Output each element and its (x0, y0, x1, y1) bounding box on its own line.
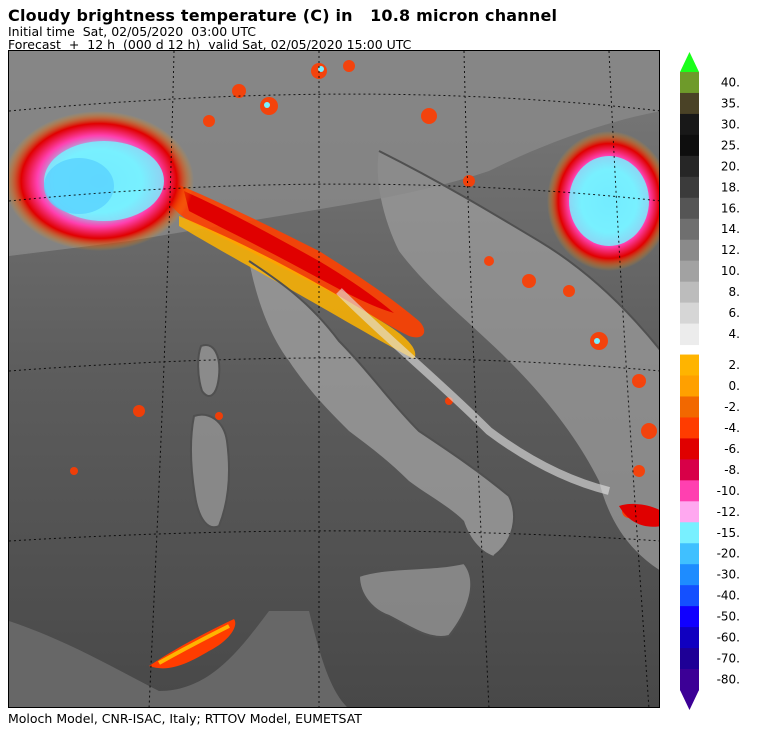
color-legend: 40. 35. 30. 25. 20. 18. 16. 14. 12. 10. 8. 6. 4. 2. 0.… (676, 50, 760, 710)
legend-label: 10. (721, 264, 740, 278)
legend-label: -20. (717, 547, 740, 561)
legend-swatch (680, 564, 699, 586)
legend-swatch (680, 522, 699, 544)
legend-swatch (680, 113, 699, 136)
legend-swatch (680, 396, 699, 418)
legend-label: 35. (721, 96, 740, 110)
cloud-band-halo (179, 216, 416, 359)
legend-label: -4. (724, 421, 740, 435)
graticule (9, 51, 659, 707)
land-corsica (198, 345, 220, 396)
legend-swatch (680, 375, 699, 397)
legend-swatch (680, 72, 699, 94)
legend-swatch (680, 459, 699, 481)
land-africa (9, 611, 348, 707)
legend-label: -6. (724, 442, 740, 456)
model-credit: Moloch Model, CNR-ISAC, Italy; RTTOV Mod… (8, 711, 362, 726)
legend-label: 2. (729, 358, 740, 372)
legend-label: -8. (724, 463, 740, 477)
legend-label: 18. (721, 180, 740, 194)
forecast-valid-label: Forecast + 12 h (000 d 12 h) valid Sat, … (8, 37, 412, 52)
legend-label: 0. (729, 379, 740, 393)
cloud-southeast (619, 503, 659, 527)
legend-label: 30. (721, 117, 740, 131)
legend-label: 8. (729, 285, 740, 299)
legend-label: 40. (721, 75, 740, 89)
legend-swatch (680, 281, 699, 304)
legend-swatch (680, 417, 699, 439)
legend-swatch (680, 585, 699, 607)
legend-label: 12. (721, 243, 740, 257)
legend-label: 14. (721, 222, 740, 236)
cloud-streak (336, 288, 610, 495)
land-italy (249, 261, 514, 556)
legend-swatch (680, 543, 699, 565)
legend-swatch (680, 669, 699, 691)
legend-swatch (680, 302, 699, 325)
legend-arrow-top (680, 52, 699, 72)
legend-swatch (680, 480, 699, 502)
legend-label: 16. (721, 201, 740, 215)
legend-label: -30. (717, 568, 740, 582)
legend-swatch (680, 134, 699, 157)
legend-swatch (680, 218, 699, 241)
cloud-band-core (184, 191, 394, 313)
land-sicily (359, 563, 472, 637)
legend-colorbar: 40. 35. 30. 25. 20. 18. 16. 14. 12. 10. 8. 6. 4. 2. 0.… (680, 52, 740, 710)
legend-arrow-bottom (680, 690, 699, 710)
legend-label: -15. (717, 526, 740, 540)
legend-label: 4. (729, 327, 740, 341)
legend-label: -10. (717, 484, 740, 498)
legend-swatch (680, 627, 699, 649)
legend-swatch (680, 176, 699, 199)
legend-label: -40. (717, 589, 740, 603)
legend-label: -70. (717, 652, 740, 666)
coastlines (190, 150, 659, 638)
legend-label: 25. (721, 138, 740, 152)
legend-label: -60. (717, 631, 740, 645)
legend-swatch (680, 501, 699, 523)
legend-label: -2. (724, 400, 740, 414)
legend-swatch (680, 323, 699, 346)
legend-swatch (680, 239, 699, 262)
land-sardinia (191, 414, 229, 528)
legend-swatch (680, 438, 699, 460)
chart-title: Cloudy brightness temperature (C) in 10.… (8, 6, 558, 25)
legend-label: 20. (721, 159, 740, 173)
legend-swatch (680, 648, 699, 670)
land-balkans (377, 151, 659, 570)
legend-label: -80. (717, 673, 740, 687)
legend-swatch (680, 197, 699, 220)
satellite-map (8, 50, 660, 708)
legend-swatch (680, 260, 699, 283)
legend-swatch (680, 606, 699, 628)
legend-label: -12. (717, 505, 740, 519)
legend-swatch (680, 155, 699, 178)
legend-swatch (680, 92, 699, 115)
initial-time-label: Initial time Sat, 02/05/2020 03:00 UTC (8, 24, 256, 39)
legend-swatch (680, 354, 699, 377)
legend-label: -50. (717, 610, 740, 624)
legend-label: 6. (729, 306, 740, 320)
